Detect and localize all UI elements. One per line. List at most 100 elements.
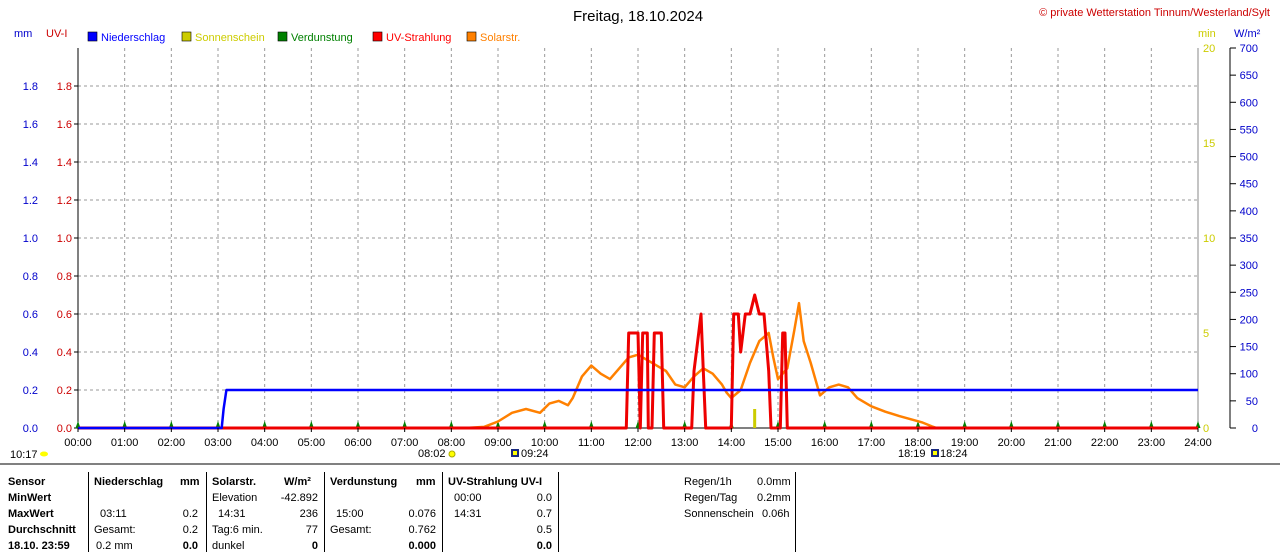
evaporation-mark [915,421,921,428]
x-tick-label: 12:00 [624,437,652,449]
legend-swatch [466,31,477,42]
wm2-tick-label: 400 [1240,206,1258,218]
rain-header: Niederschlag [94,476,164,488]
min-tick-label: 15 [1203,138,1215,150]
min-tick-label: 20 [1203,43,1215,55]
evap-header: Verdunstung [330,476,398,488]
evaporation-mark [215,421,221,428]
legend-label: Verdunstung [291,32,353,44]
evaporation-mark [122,421,128,428]
sunset-label: 18:19 [898,448,926,460]
wm2-tick-label: 550 [1240,124,1258,136]
uv-tick-label: 1.6 [57,119,72,131]
solar-dark-label: dunkel [212,540,245,552]
table-divider [558,472,559,552]
uv-min-time: 00:00 [454,492,482,504]
evaporation-mark [495,421,501,428]
x-tick-label: 23:00 [1138,437,1166,449]
evap-total-label: Gesamt: [330,524,372,536]
axis-unit-mm: mm [14,28,32,40]
rain-last-label: 0.2 mm [96,540,133,552]
mm-tick-label: 1.2 [23,195,38,207]
solar-dark-value: 0 [311,540,318,552]
x-tick-label: 02:00 [158,437,186,449]
evap-unit: mm [416,476,436,488]
uv-avg-value: 0.5 [536,524,552,536]
x-tick-label: 11:00 [578,437,605,449]
chart-axes: 0.0 0.0 0.2 0.2 0.4 0.4 0.6 0.6 0.8 0.8 1.0 1.0 1.2 1… [23,43,1258,435]
uv-tick-label: 0.0 [57,423,72,435]
evaporation-mark [448,421,454,428]
rain-total-value: 0.2 [182,524,198,536]
evaporation-mark [822,421,828,428]
x-tick-label: 19:00 [951,437,979,449]
chart-title: Freitag, 18.10.2024 [573,8,703,25]
x-tick-label: 16:00 [811,437,839,449]
uv-tick-label: 0.4 [57,347,72,359]
evaporation-mark [308,421,314,428]
x-tick-label: 00:00 [64,437,92,449]
wm2-tick-label: 300 [1240,260,1258,272]
axis-unit-uv: UV-I [46,28,67,40]
evaporation-mark [542,421,548,428]
x-tick-label: 03:00 [204,437,232,449]
evaporation-mark [868,421,874,428]
min-tick-label: 5 [1203,328,1209,340]
solar-elev-value: -42.892 [280,492,318,504]
evaporation-mark [262,421,268,428]
uv-tick-label: 1.2 [57,195,72,207]
row-label-sensor: Sensor [8,476,46,488]
solar-line [465,301,938,430]
x-tick-label: 21:00 [1044,437,1072,449]
uv-line [78,293,1198,430]
rain-1h-value: 0.0mm [757,476,791,488]
civil-start-label: 09:24 [521,448,549,460]
x-tick-label: 08:00 [438,437,466,449]
mm-tick-label: 1.6 [23,119,38,131]
wm2-tick-label: 450 [1240,179,1258,191]
rain-line [78,388,1198,430]
row-label-max: MaxWert [8,508,54,520]
legend-label: Sonnenschein [195,32,265,44]
solar-max-time: 14:31 [218,508,246,520]
x-tick-label: 18:00 [904,437,932,449]
wm2-tick-label: 650 [1240,70,1258,82]
uv-max-time: 14:31 [454,508,482,520]
x-tick-label: 04:00 [251,437,279,449]
legend-swatch [372,31,383,42]
legend-label: Solarstr. [480,32,520,44]
uv-tick-label: 1.0 [57,233,72,245]
sunrise-icon [448,450,456,458]
civil-end-icon-inner [933,451,937,455]
wm2-tick-label: 100 [1240,369,1258,381]
evaporation-mark [75,421,81,428]
wm2-tick-label: 50 [1246,396,1258,408]
x-tick-label: 24:00 [1184,437,1212,449]
moon-time-label: 10:17 [10,449,38,461]
legend-label: Niederschlag [101,32,165,44]
wm2-tick-label: 350 [1240,233,1258,245]
evap-total-value: 0.762 [408,524,436,536]
wm2-tick-label: 0 [1252,423,1258,435]
wm2-tick-label: 200 [1240,314,1258,326]
wm2-tick-label: 250 [1240,287,1258,299]
table-divider [442,472,443,552]
mm-tick-label: 0.2 [23,385,38,397]
evaporation-mark [682,421,688,428]
uv-last-value: 0.0 [536,540,552,552]
rain-max-value: 0.2 [182,508,198,520]
uv-tick-label: 1.8 [57,81,72,93]
uv-tick-label: 0.2 [57,385,72,397]
evaporation-mark [168,421,174,428]
rain-unit: mm [180,476,200,488]
chart-plot-area [75,293,1201,430]
mm-tick-label: 1.4 [23,157,38,169]
evaporation-mark [402,421,408,428]
table-divider [795,472,796,552]
min-tick-label: 10 [1203,233,1215,245]
wm2-tick-label: 500 [1240,152,1258,164]
solar-day-value: 77 [305,524,318,536]
x-tick-label: 01:00 [111,437,139,449]
uv-max-value: 0.7 [536,508,552,520]
rain-total-label: Gesamt: [94,524,136,536]
